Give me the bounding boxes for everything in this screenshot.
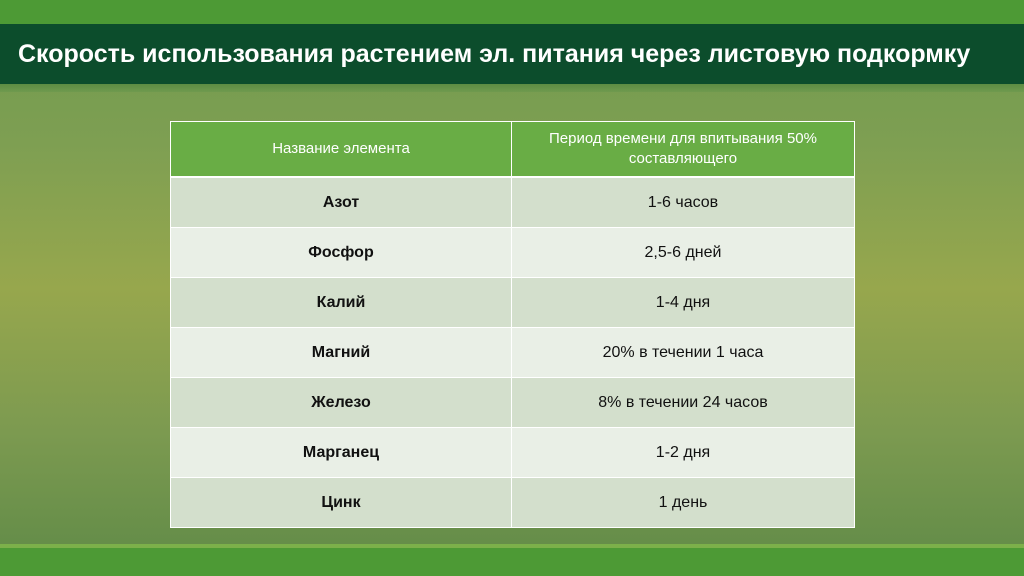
slide-title: Скорость использования растением эл. пит… xyxy=(18,39,971,68)
title-underline xyxy=(0,84,1024,92)
element-name-cell: Магний xyxy=(170,327,512,378)
element-name-cell: Калий xyxy=(170,277,512,328)
period-cell: 20% в течении 1 часа xyxy=(511,327,855,378)
header-absorption-period: Период времени для впитывания 50% состав… xyxy=(511,121,855,178)
table-row: Фосфор 2,5-6 дней xyxy=(170,227,855,278)
period-cell: 2,5-6 дней xyxy=(511,227,855,278)
period-cell: 1-6 часов xyxy=(511,176,855,228)
top-decor-strip xyxy=(0,0,1024,24)
table-row: Азот 1-6 часов xyxy=(170,176,855,228)
period-cell: 1 день xyxy=(511,477,855,528)
period-cell: 1-4 дня xyxy=(511,277,855,328)
table-row: Марганец 1-2 дня xyxy=(170,427,855,478)
table-row: Цинк 1 день xyxy=(170,477,855,528)
table-row: Магний 20% в течении 1 часа xyxy=(170,327,855,378)
title-bar: Скорость использования растением эл. пит… xyxy=(0,24,1024,84)
period-cell: 1-2 дня xyxy=(511,427,855,478)
table-row: Железо 8% в течении 24 часов xyxy=(170,377,855,428)
absorption-table: Название элемента Период времени для впи… xyxy=(170,121,855,528)
header-element-name: Название элемента xyxy=(170,121,512,178)
element-name-cell: Азот xyxy=(170,176,512,228)
element-name-cell: Железо xyxy=(170,377,512,428)
table-header-row: Название элемента Период времени для впи… xyxy=(170,121,855,178)
table-row: Калий 1-4 дня xyxy=(170,277,855,328)
bottom-decor-strip xyxy=(0,548,1024,576)
period-cell: 8% в течении 24 часов xyxy=(511,377,855,428)
bottom-decor-line xyxy=(0,544,1024,548)
element-name-cell: Марганец xyxy=(170,427,512,478)
element-name-cell: Фосфор xyxy=(170,227,512,278)
element-name-cell: Цинк xyxy=(170,477,512,528)
